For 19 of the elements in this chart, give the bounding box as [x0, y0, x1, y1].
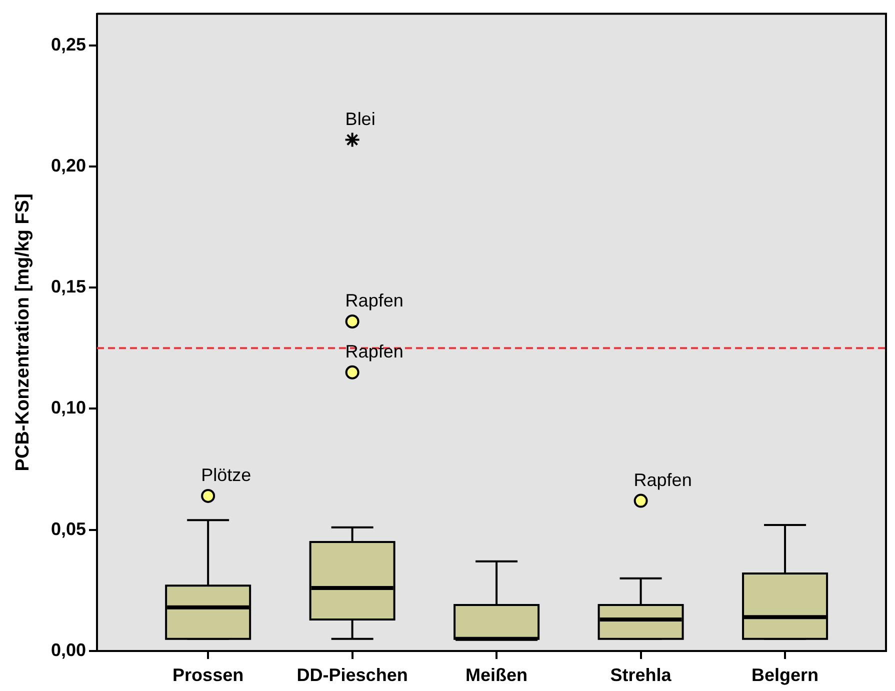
x-tick-label: Prossen [172, 664, 244, 685]
annotation: Rapfen [345, 290, 404, 310]
y-tick-label: 0,25 [50, 34, 86, 54]
annotation: Rapfen [634, 470, 692, 490]
annotation: Blei [345, 108, 376, 129]
y-tick-label: 0,05 [50, 518, 86, 539]
x-tick-label: Strehla [610, 664, 672, 685]
y-tick-label: 0,00 [50, 640, 86, 660]
point [634, 494, 648, 508]
y-tick-label: 0,20 [50, 155, 86, 176]
point [201, 488, 216, 503]
annotation: Plötze [201, 464, 252, 485]
y-axis-title: PCB-Konzentration [mg/kg FS] [12, 194, 34, 472]
x-tick-label: Belgern [752, 664, 819, 685]
x-tick-label: Meißen [466, 664, 528, 685]
y-tick-label: 0,15 [50, 276, 86, 297]
point [345, 314, 360, 328]
x-tick-label: DD-Pieschen [296, 664, 408, 685]
y-tick-label: 0,10 [50, 398, 86, 418]
